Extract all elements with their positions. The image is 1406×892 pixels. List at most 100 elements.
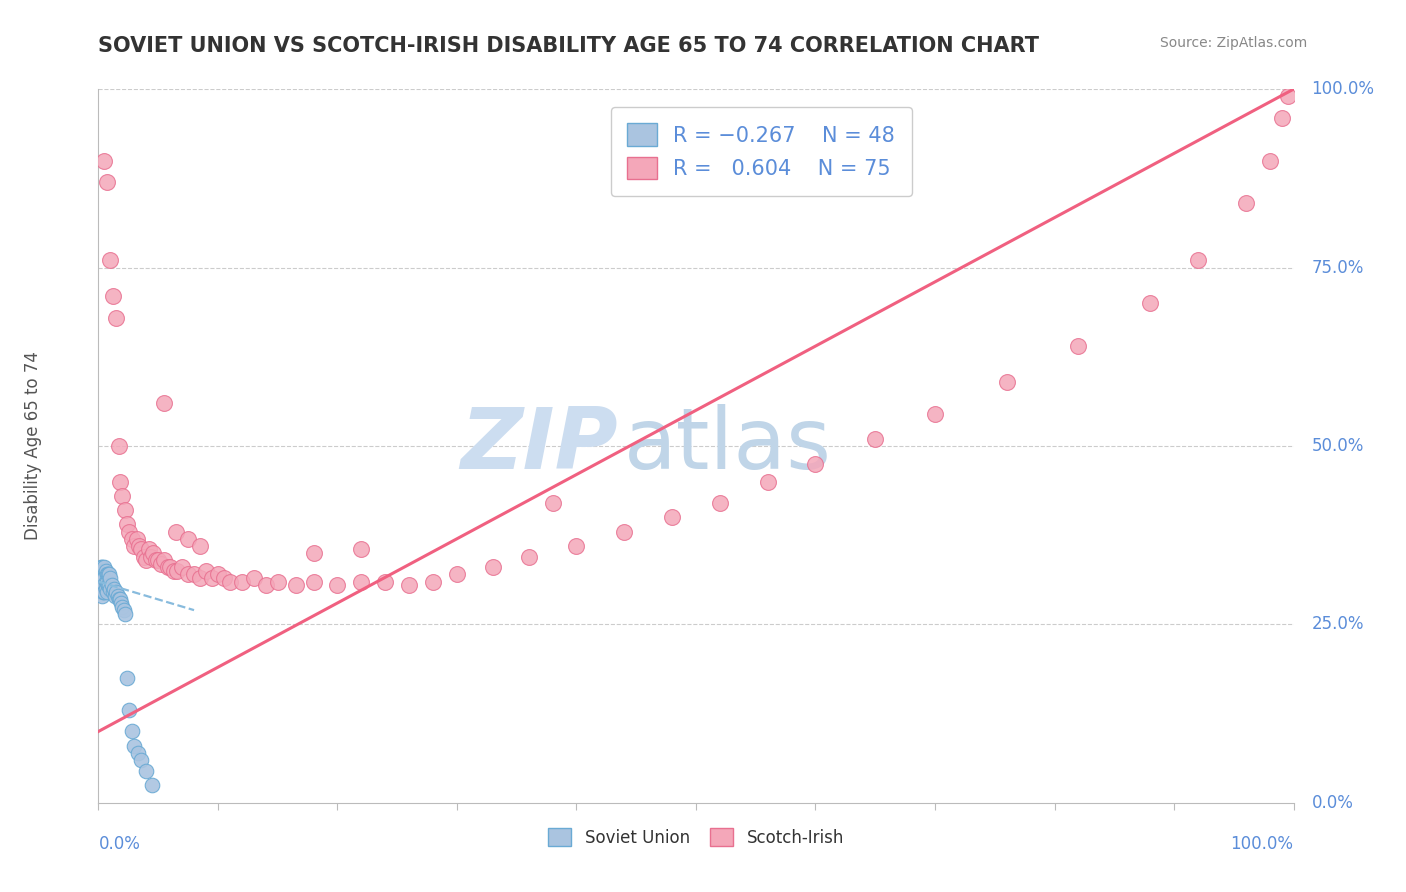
Point bbox=[114, 503, 136, 517]
Point bbox=[1139, 296, 1161, 310]
Point bbox=[565, 539, 588, 553]
Point bbox=[118, 524, 141, 539]
Point bbox=[1067, 339, 1090, 353]
Point bbox=[98, 253, 122, 268]
Point bbox=[254, 578, 277, 592]
Point bbox=[91, 560, 114, 574]
Point bbox=[111, 489, 134, 503]
Point bbox=[107, 592, 129, 607]
Point bbox=[121, 724, 143, 739]
Text: 50.0%: 50.0% bbox=[1312, 437, 1364, 455]
Point bbox=[398, 578, 420, 592]
Point bbox=[350, 542, 373, 557]
Point bbox=[131, 753, 153, 767]
Text: Disability Age 65 to 74: Disability Age 65 to 74 bbox=[24, 351, 42, 541]
Point bbox=[131, 542, 153, 557]
Point bbox=[212, 571, 235, 585]
Point bbox=[172, 560, 194, 574]
Point bbox=[94, 582, 117, 596]
Point bbox=[94, 574, 117, 589]
Point bbox=[924, 407, 946, 421]
Point bbox=[243, 571, 266, 585]
Point bbox=[121, 532, 143, 546]
Point bbox=[302, 546, 325, 560]
Text: ZIP: ZIP bbox=[461, 404, 619, 488]
Point bbox=[107, 439, 129, 453]
Point bbox=[183, 567, 205, 582]
Point bbox=[101, 585, 124, 599]
Point bbox=[103, 582, 125, 596]
Point bbox=[188, 571, 211, 585]
Point bbox=[101, 289, 124, 303]
Point bbox=[153, 553, 176, 567]
Text: 75.0%: 75.0% bbox=[1312, 259, 1364, 277]
Point bbox=[118, 703, 141, 717]
Point bbox=[267, 574, 290, 589]
Point bbox=[100, 578, 122, 592]
Point bbox=[661, 510, 683, 524]
Point bbox=[481, 560, 505, 574]
Point bbox=[91, 589, 114, 603]
Point bbox=[1234, 196, 1257, 211]
Point bbox=[94, 564, 117, 578]
Text: SOVIET UNION VS SCOTCH-IRISH DISABILITY AGE 65 TO 74 CORRELATION CHART: SOVIET UNION VS SCOTCH-IRISH DISABILITY … bbox=[98, 36, 1039, 55]
Point bbox=[107, 589, 129, 603]
Point bbox=[108, 592, 131, 607]
Point bbox=[105, 310, 128, 325]
Point bbox=[93, 585, 115, 599]
Text: 25.0%: 25.0% bbox=[1312, 615, 1364, 633]
Point bbox=[115, 671, 138, 685]
Point bbox=[93, 571, 115, 585]
Point bbox=[188, 539, 211, 553]
Point bbox=[124, 739, 146, 753]
Point bbox=[613, 524, 636, 539]
Point bbox=[804, 457, 827, 471]
Point bbox=[284, 578, 307, 592]
Point bbox=[97, 578, 120, 592]
Point bbox=[104, 589, 127, 603]
Point bbox=[91, 567, 114, 582]
Point bbox=[1271, 111, 1294, 125]
Point bbox=[96, 175, 118, 189]
Point bbox=[93, 560, 115, 574]
Point bbox=[148, 553, 170, 567]
Point bbox=[91, 582, 114, 596]
Point bbox=[1277, 89, 1299, 103]
Point bbox=[114, 607, 136, 621]
Point bbox=[96, 574, 118, 589]
Point bbox=[90, 567, 112, 582]
Point bbox=[177, 532, 200, 546]
Point bbox=[302, 574, 325, 589]
Text: 0.0%: 0.0% bbox=[1312, 794, 1354, 812]
Point bbox=[326, 578, 349, 592]
Point bbox=[422, 574, 444, 589]
Text: 100.0%: 100.0% bbox=[1230, 835, 1294, 853]
Text: atlas: atlas bbox=[624, 404, 832, 488]
Point bbox=[159, 560, 181, 574]
Legend: Soviet Union, Scotch-Irish: Soviet Union, Scotch-Irish bbox=[540, 820, 852, 855]
Point bbox=[98, 582, 122, 596]
Point bbox=[127, 746, 149, 760]
Point bbox=[756, 475, 779, 489]
Point bbox=[166, 564, 188, 578]
Point bbox=[141, 778, 163, 792]
Point bbox=[207, 567, 229, 582]
Point bbox=[105, 585, 128, 599]
Point bbox=[93, 153, 115, 168]
Point bbox=[91, 571, 114, 585]
Text: 0.0%: 0.0% bbox=[98, 835, 141, 853]
Point bbox=[91, 578, 114, 592]
Point bbox=[163, 564, 186, 578]
Point bbox=[96, 585, 118, 599]
Point bbox=[110, 596, 132, 610]
Point bbox=[96, 567, 118, 582]
Point bbox=[135, 553, 157, 567]
Point bbox=[98, 571, 122, 585]
Point bbox=[132, 549, 155, 564]
Point bbox=[517, 549, 540, 564]
Point bbox=[93, 578, 115, 592]
Point bbox=[97, 567, 120, 582]
Point bbox=[165, 524, 187, 539]
Point bbox=[195, 564, 218, 578]
Point bbox=[135, 764, 157, 778]
